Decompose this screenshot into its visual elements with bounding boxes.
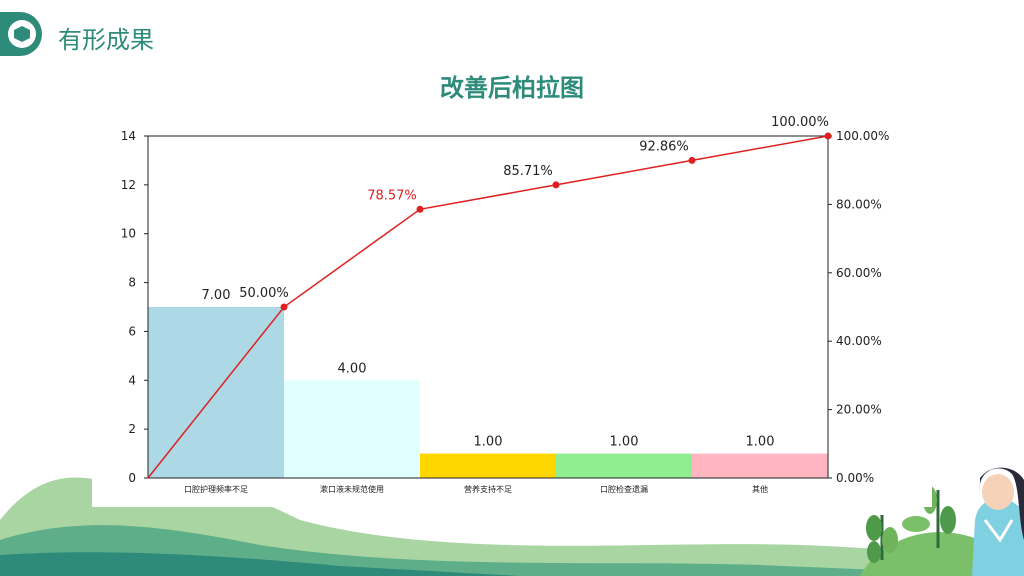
bar-value-label: 1.00 bbox=[610, 435, 639, 450]
cumulative-point bbox=[824, 132, 832, 140]
plant-icon bbox=[866, 486, 956, 563]
cumulative-label: 50.00% bbox=[239, 286, 289, 301]
y2-tick-label: 100.00% bbox=[836, 129, 889, 143]
section-title: 有形成果 bbox=[58, 26, 154, 54]
bar bbox=[284, 380, 420, 478]
cumulative-point bbox=[416, 205, 424, 213]
y2-tick-label: 80.00% bbox=[836, 197, 882, 211]
y-tick-label: 14 bbox=[121, 129, 136, 143]
y-tick-label: 12 bbox=[121, 178, 136, 192]
y-tick-label: 2 bbox=[128, 422, 136, 436]
cumulative-line bbox=[147, 135, 829, 479]
bar bbox=[692, 453, 828, 478]
section-badge bbox=[0, 12, 42, 56]
pareto-chart: 7.00 口腔护理频率不足 4.00 漱口液未规范使用 1.00 营养支持不足 1.00 口腔… bbox=[121, 115, 890, 494]
bar-value-label: 4.00 bbox=[338, 361, 367, 376]
y-tick-label: 6 bbox=[128, 324, 136, 338]
chart-card: 7.00 口腔护理频率不足 4.00 漱口液未规范使用 1.00 营养支持不足 1.00 口腔… bbox=[92, 112, 932, 507]
cumulative-point bbox=[552, 181, 560, 189]
y2-tick-label: 40.00% bbox=[836, 334, 882, 348]
y-tick-label: 8 bbox=[128, 276, 136, 290]
x-tick-label: 其他 bbox=[752, 484, 768, 494]
x-tick-label: 漱口液未规范使用 bbox=[320, 484, 384, 494]
x-tick-label: 营养支持不足 bbox=[464, 484, 512, 494]
nurse-illustration bbox=[972, 467, 1024, 576]
cumulative-label: 78.57% bbox=[367, 188, 417, 203]
bar bbox=[556, 453, 692, 478]
x-tick-label: 口腔检查遗漏 bbox=[600, 484, 648, 494]
cumulative-point bbox=[280, 303, 288, 311]
cumulative-label: 85.71% bbox=[503, 164, 553, 179]
bar-value-label: 7.00 bbox=[202, 288, 231, 303]
y-tick-label: 10 bbox=[121, 227, 136, 241]
bar-value-label: 1.00 bbox=[746, 435, 775, 450]
y-tick-label: 0 bbox=[128, 471, 136, 485]
y2-tick-label: 20.00% bbox=[836, 403, 882, 417]
y-tick-label: 4 bbox=[128, 373, 136, 387]
cumulative-label: 92.86% bbox=[639, 139, 689, 154]
bar bbox=[420, 453, 556, 478]
y2-tick-label: 0.00% bbox=[836, 471, 874, 485]
x-tick-label: 口腔护理频率不足 bbox=[184, 484, 248, 494]
cumulative-label: 100.00% bbox=[771, 115, 829, 130]
cumulative-point bbox=[688, 156, 696, 164]
chart-title: 改善后柏拉图 bbox=[440, 74, 584, 102]
y2-tick-label: 60.00% bbox=[836, 266, 882, 280]
hexagon-icon bbox=[8, 20, 36, 48]
bar-value-label: 1.00 bbox=[474, 435, 503, 450]
